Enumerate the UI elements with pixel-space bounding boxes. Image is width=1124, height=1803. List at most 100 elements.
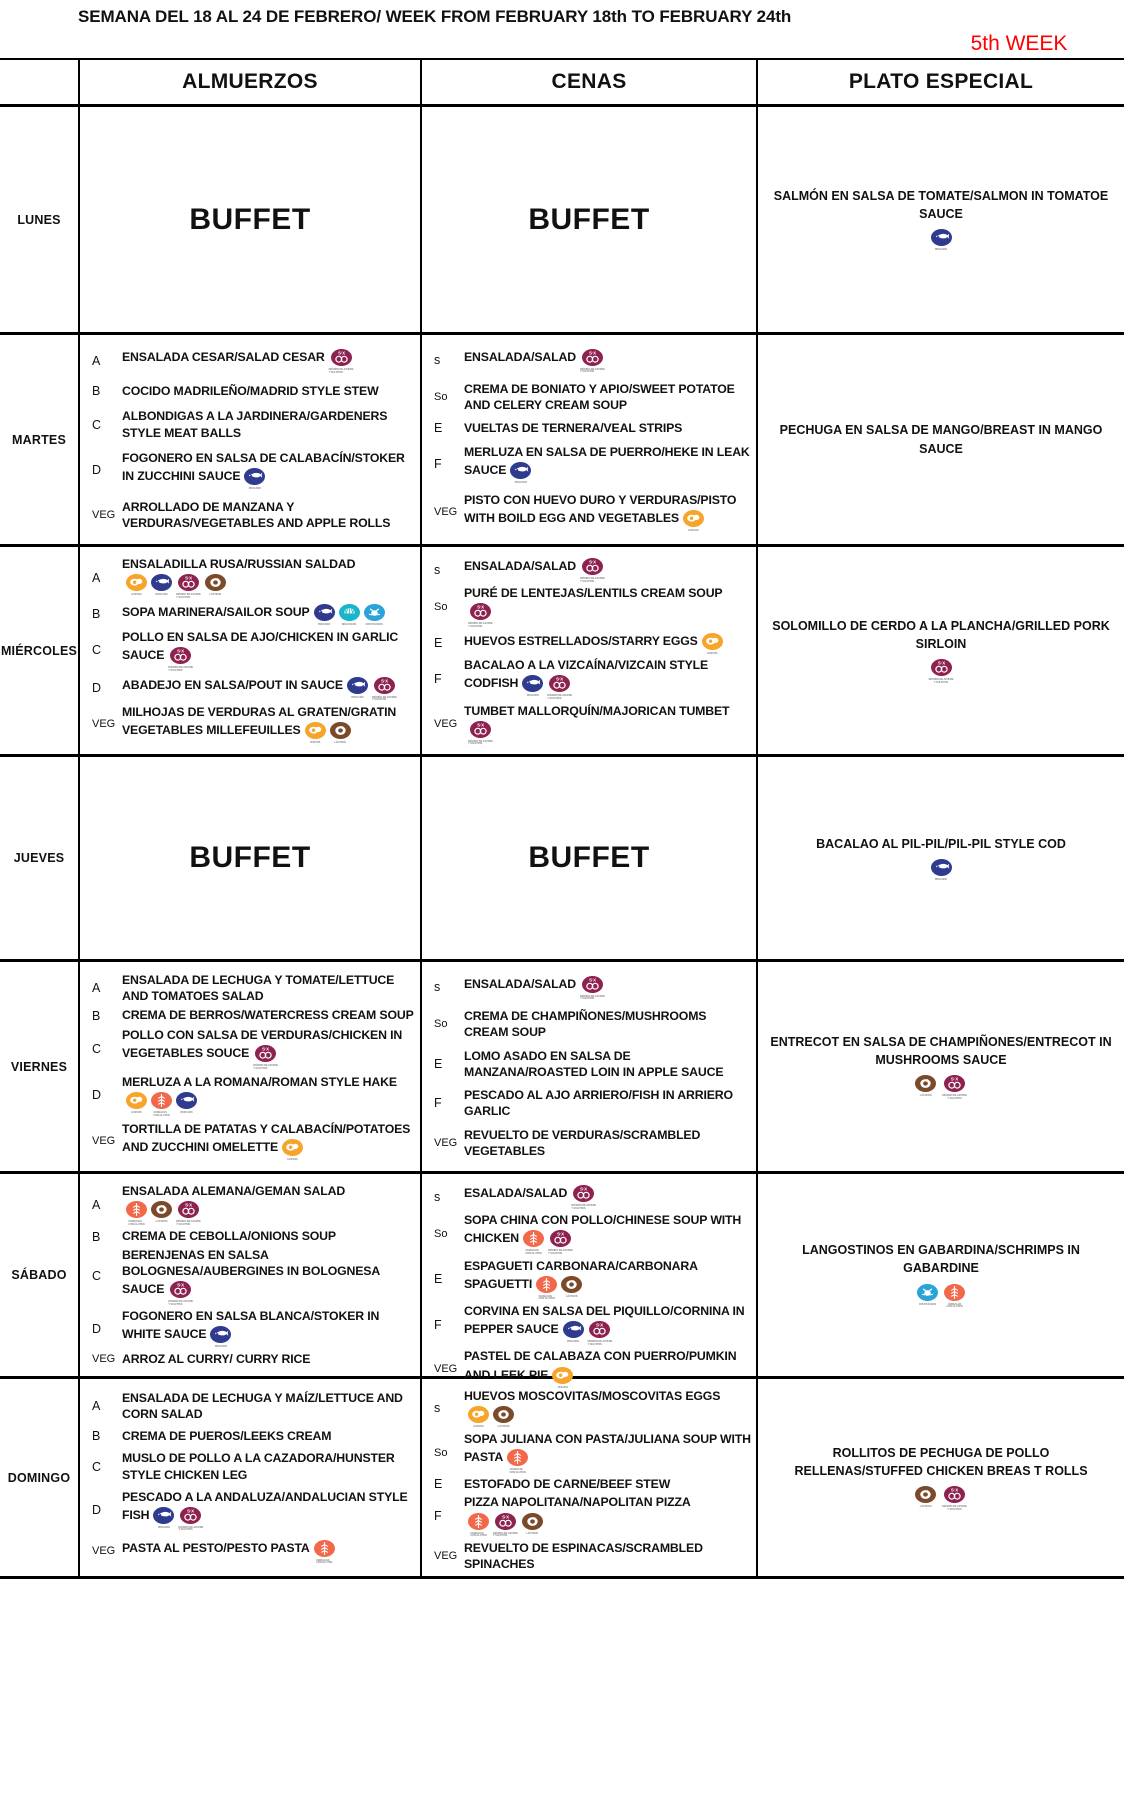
allergen-fish-icon: PESCADO: [244, 466, 266, 491]
dish-name: PASTA AL PESTO/PESTO PASTA CEREALES CON GL…: [122, 1538, 416, 1565]
dish-key: So: [434, 1227, 448, 1240]
dish-name: ESTOFADO DE CARNE/BEEF STEW: [464, 1476, 752, 1492]
dish-key: VEG: [92, 509, 116, 522]
dish-item: So CREMA DE BONIATO Y APIO/SWEET POTATOE …: [430, 380, 752, 414]
svg-text:S·X: S·X: [338, 351, 345, 356]
dish-text: CREMA DE BERROS/WATERCRESS CREAM SOUP: [122, 1008, 414, 1023]
dish-key: B: [92, 1008, 101, 1023]
special-dish-text: ENTRECOT EN SALSA DE CHAMPIÑONES/ENTRECO…: [770, 1034, 1112, 1067]
dish-text: CREMA DE BONIATO Y APIO/SWEET POTATOE AN…: [464, 381, 735, 413]
lunch-buffet-label: BUFFET: [189, 202, 311, 236]
dish-item: B COCIDO MADRILEÑO/MADRID STYLE STEW: [88, 382, 416, 400]
dish-name: ENSALADA/SALAD S·X DIÓXIDO DE AZUFRE Y SULF…: [464, 556, 752, 583]
dish-text: TUMBET MALLORQUÍN/MAJORICAN TUMBET: [464, 703, 730, 718]
dish-text: ABADEJO EN SALSA/POUT IN SAUCE: [122, 677, 343, 692]
allergen-egg-icon: HUEVOS: [552, 1365, 574, 1390]
allergen-fish-icon: PESCADO: [522, 673, 544, 700]
allergen-soy-icon: S·X DIÓXIDO DE AZUFRE Y SULFITOS: [371, 676, 397, 702]
dish-name: ESPAGUETI CARBONARA/CARBONARA SPAGUETTI C…: [464, 1258, 752, 1301]
day-row-domingo: DOMINGO A ENSALADA DE LECHUGA Y MAÍZ/LETTU…: [0, 1379, 1124, 1579]
dish-text: CREMA DE CHAMPIÑONES/MUSHROOMS CREAM SOU…: [464, 1008, 707, 1040]
day-label: JUEVES: [0, 757, 80, 959]
dish-item: So SOPA CHINA CON POLLO/CHINESE SOUP WITH…: [430, 1211, 752, 1256]
dish-key: A: [92, 353, 101, 368]
dish-text: ENSALADA CESAR/SALAD CESAR: [122, 350, 325, 365]
allergen-group: CEREALES CON GLUTEN: [313, 1538, 336, 1565]
allergen-milk-icon: LÁCTEOS: [151, 1199, 172, 1226]
dish-key: B: [92, 384, 101, 399]
day-label: MARTES: [0, 335, 80, 544]
dish-key: VEG: [434, 1137, 458, 1150]
dish-text: ESALADA/SALAD: [464, 1186, 568, 1200]
allergen-group: PESCADO S·X DIÓXIDO DE AZUFRE Y SULFITOS: [152, 1505, 204, 1532]
allergen-gluten-icon: CEREALES CON GLUTEN: [313, 1538, 335, 1565]
dish-name: PISTO CON HUEVO DURO Y VERDURAS/PISTO WI…: [464, 492, 752, 533]
day-label: MIÉRCOLES: [0, 547, 80, 754]
dish-name: ENSALADILLA RUSA/RUSSIAN SALDAD HUEVOS PES…: [122, 556, 416, 599]
lunch-buffet-label: BUFFET: [189, 841, 311, 874]
dish-key: s: [434, 1401, 441, 1416]
dish-key: s: [434, 562, 441, 577]
dish-key: So: [434, 391, 448, 404]
allergen-soy-icon: S·X DIÓXIDO DE AZUFRE Y SULFITOS: [928, 659, 954, 684]
dish-key: VEG: [434, 1550, 458, 1563]
dish-text: POLLO CON SALSA DE VERDURAS/CHICKEN IN V…: [122, 1028, 403, 1061]
allergen-group: HUEVOS: [701, 631, 724, 656]
special-dish: SALMÓN EN SALSA DE TOMATE/SALMON IN TOMA…: [768, 187, 1114, 252]
special-dish-cell: PECHUGA EN SALSA DE MANGO/BREAST IN MANG…: [758, 335, 1124, 544]
dish-key: A: [92, 1197, 101, 1212]
allergen-soy-icon: S·X DIÓXIDO DE AZUFRE Y SULFITOS: [468, 603, 493, 628]
dish-key: VEG: [92, 1353, 116, 1366]
dish-item: F MERLUZA EN SALSA DE PUERRO/HEKE IN LEAK…: [430, 443, 752, 486]
dish-item: VEG PASTA AL PESTO/PESTO PASTA CEREALES CON…: [88, 1537, 416, 1566]
allergen-soy-icon: S·X DIÓXIDO DE AZUFRE Y SULFITOS: [468, 720, 493, 746]
dish-item: F PIZZA NAPOLITANA/NAPOLITAN PIZZA CEREALE…: [430, 1493, 752, 1538]
dinner-cell: BUFFET: [422, 107, 758, 332]
dish-name: CREMA DE CHAMPIÑONES/MUSHROOMS CREAM SOU…: [464, 1008, 752, 1040]
lunch-dish-list: A ENSALADA CESAR/SALAD CESAR S·X DIÓXIDO DE…: [80, 335, 420, 544]
allergen-group: S·X DIÓXIDO DE AZUFRE Y SULFITOS: [252, 1043, 279, 1070]
allergen-group: CEREALES CON GLUTEN LÁCTEOS S·X DIÓXIDO DE A…: [125, 1199, 202, 1226]
dish-text: CREMA DE PUEROS/LEEKS CREAM: [122, 1429, 332, 1444]
dish-name: ENSALADA DE LECHUGA Y TOMATE/LETTUCE AND…: [122, 972, 416, 1004]
allergen-group: PESCADO: [243, 466, 266, 491]
dish-name: VUELTAS DE TERNERA/VEAL STRIPS: [464, 420, 752, 436]
special-dish: ENTRECOT EN SALSA DE CHAMPIÑONES/ENTRECO…: [768, 1033, 1114, 1100]
dish-item: So PURÉ DE LENTEJAS/LENTILS CREAM SOUP S·X…: [430, 584, 752, 629]
allergen-soy-icon: S·X DIÓXIDO DE AZUFRE Y SULFITOS: [328, 349, 354, 374]
day-row-jueves: JUEVES BUFFET BUFFET BACALAO AL PIL-PIL/PIL…: [0, 757, 1124, 962]
dish-item: A ENSALADA CESAR/SALAD CESAR S·X DIÓXIDO DE…: [88, 346, 416, 375]
special-allergen-group: LÁCTEOS S·X DIÓXIDO DE AZUFRE Y SULFITOS: [768, 1073, 1114, 1100]
dish-name: ENSALADA/SALAD S·X DIÓXIDO DE AZUFRE Y SULF…: [464, 347, 752, 374]
allergen-group: CEREALES CON GLUTEN S·X DIÓXIDO DE AZUFRE Y …: [522, 1228, 574, 1255]
dish-text: TORTILLA DE PATATAS Y CALABACÍN/POTATOES…: [122, 1121, 411, 1154]
allergen-crustacean-icon: CRUSTÁCEOS: [917, 1282, 938, 1309]
allergen-fish-icon: PESCADO: [510, 460, 532, 485]
day-label: SÁBADO: [0, 1174, 80, 1376]
dish-item: A ENSALADA ALEMANA/GEMAN SALAD CEREALES CON…: [88, 1182, 416, 1227]
day-label: DOMINGO: [0, 1379, 80, 1576]
svg-text:S·X: S·X: [185, 1203, 192, 1208]
dish-text: FOGONERO EN SALSA DE CALABACÍN/STOKER IN…: [122, 450, 405, 483]
dish-key: C: [92, 1459, 102, 1474]
dish-text: SOPA MARINERA/SAILOR SOUP: [122, 604, 310, 619]
allergen-egg-icon: HUEVOS: [682, 508, 704, 533]
allergen-milk-icon: LÁCTEOS: [521, 1511, 543, 1538]
dish-item: F PESCADO AL AJO ARRIERO/FISH IN ARRIERO …: [430, 1086, 752, 1120]
week-number-badge: 5th WEEK: [970, 32, 1068, 55]
dish-key: s: [434, 1189, 441, 1204]
svg-text:S·X: S·X: [177, 648, 184, 653]
allergen-group: CEREALES CON GLUTEN: [506, 1447, 529, 1474]
allergen-gluten-icon: CEREALES CON GLUTEN: [522, 1228, 544, 1255]
allergen-soy-icon: S·X DIÓXIDO DE AZUFRE Y SULFITOS: [580, 348, 605, 374]
dish-key: s: [434, 980, 441, 995]
dish-item: s ENSALADA/SALAD S·X DIÓXIDO DE AZUFRE Y SUL…: [430, 555, 752, 584]
allergen-egg-icon: HUEVOS: [282, 1137, 304, 1162]
dish-key: So: [434, 1018, 448, 1031]
dish-item: So SOPA JULIANA CON PASTA/JULIANA SOUP WI…: [430, 1430, 752, 1475]
allergen-soy-icon: S·X DIÓXIDO DE AZUFRE Y SULFITOS: [547, 675, 573, 700]
dish-key: s: [434, 353, 441, 368]
allergen-soy-icon: S·X DIÓXIDO DE AZUFRE Y SULFITOS: [493, 1512, 518, 1538]
dish-text: LOMO ASADO EN SALSA DE MANZANA/ROASTED L…: [464, 1048, 724, 1079]
dish-key: F: [434, 1317, 442, 1332]
